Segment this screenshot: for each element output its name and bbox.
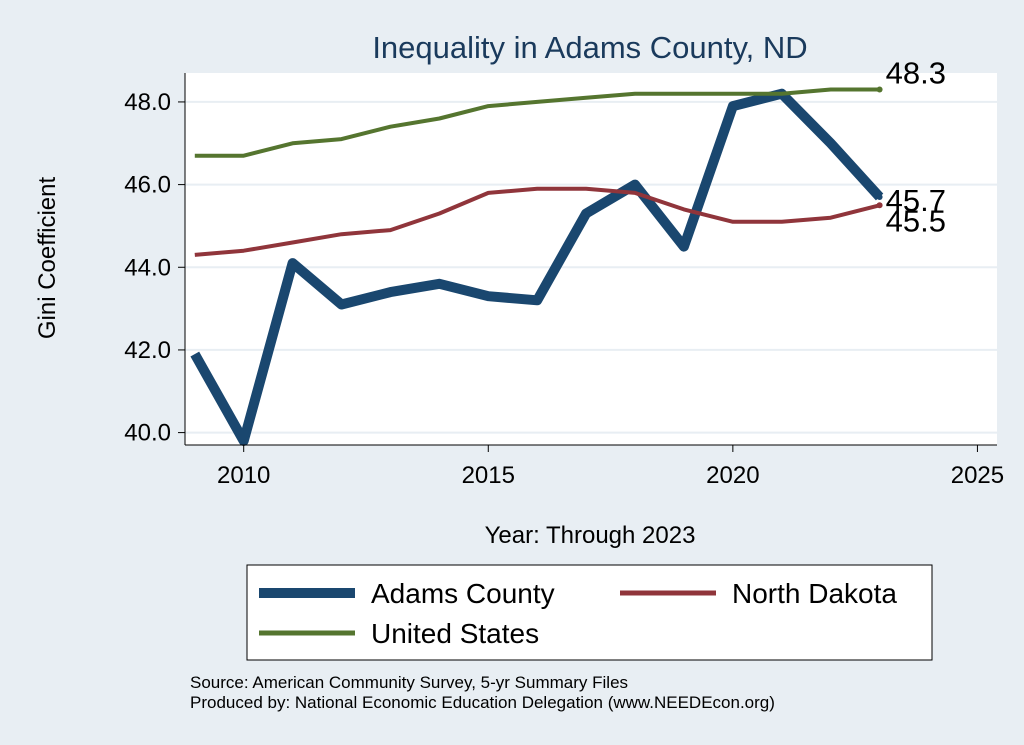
y-axis-label: Gini Coefficient — [34, 177, 61, 340]
y-tick-label: 40.0 — [124, 420, 171, 447]
x-tick-label: 2015 — [462, 462, 515, 489]
series-line-adams-county — [190, 88, 884, 446]
source-line-2: Produced by: National Economic Education… — [190, 693, 775, 712]
series-line-north-dakota — [194, 186, 881, 257]
axis-ticks: 40.0 42.0 44.0 46.0 48.0 2010 2015 2020 2025 — [124, 89, 1004, 489]
end-label-adams-county: 45.7 — [886, 183, 946, 218]
x-tick-label: 2020 — [706, 462, 759, 489]
end-point-adams-county — [876, 194, 883, 200]
y-tick-label: 42.0 — [124, 337, 171, 364]
end-point-united-states — [876, 86, 883, 93]
x-tick-label: 2010 — [217, 462, 270, 489]
end-labels: 45.745.5 48.3 — [886, 56, 946, 239]
series-line-united-states — [194, 87, 880, 158]
x-tick-label: 2025 — [951, 462, 1004, 489]
end-label-north-dakota: 45.5 — [886, 203, 946, 238]
legend-label-north-dakota: North Dakota — [732, 578, 897, 609]
chart-title: Inequality in Adams County, ND — [372, 30, 807, 65]
y-tick-label: 48.0 — [124, 89, 171, 116]
plot-area — [185, 73, 997, 445]
legend: Adams County North Dakota United States — [246, 564, 933, 661]
legend-label-united-states: United States — [371, 618, 539, 649]
legend-box — [246, 564, 933, 661]
y-tick-label: 44.0 — [124, 254, 171, 281]
source-line-1: Source: American Community Survey, 5-yr … — [190, 673, 628, 692]
end-label-united-states: 48.3 — [886, 56, 946, 91]
x-axis-label: Year: Through 2023 — [485, 522, 696, 549]
legend-label-adams-county: Adams County — [371, 578, 555, 609]
series-lines — [190, 86, 884, 446]
end-point-north-dakota — [876, 202, 883, 209]
y-tick-label: 46.0 — [124, 172, 171, 199]
